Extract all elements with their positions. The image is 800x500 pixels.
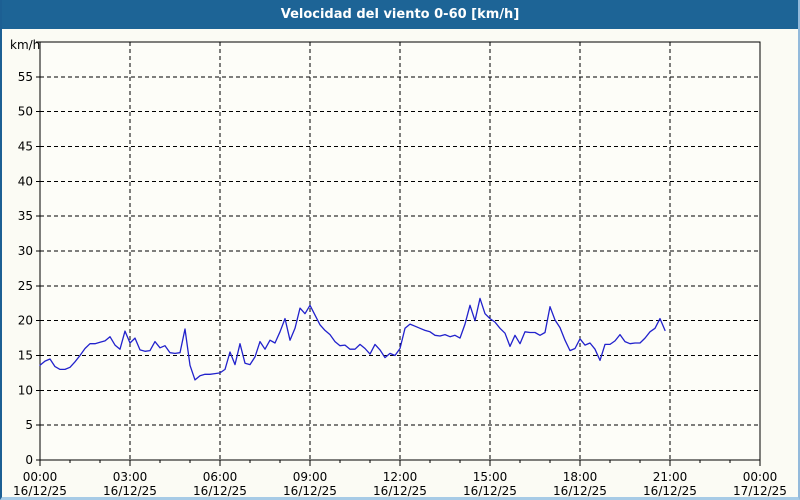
y-tick-label: 40 xyxy=(18,174,33,188)
y-tick-label: 45 xyxy=(18,140,33,154)
x-tick-date-label: 16/12/25 xyxy=(13,484,67,497)
y-tick-label: 10 xyxy=(18,383,33,397)
x-tick-date-label: 16/12/25 xyxy=(463,484,517,497)
wind-speed-line xyxy=(39,297,666,381)
x-tick-time-label: 00:00 xyxy=(743,470,778,484)
x-tick-time-label: 00:00 xyxy=(23,470,58,484)
window-title: Velocidad del viento 0-60 [km/h] xyxy=(280,7,520,22)
y-tick-label: 15 xyxy=(18,349,33,363)
x-tick-date-label: 16/12/25 xyxy=(373,484,427,497)
y-tick-label: 55 xyxy=(18,70,33,84)
y-axis-unit-label: km/h xyxy=(10,38,40,52)
y-tick-label: 50 xyxy=(18,105,33,119)
x-tick-date-label: 16/12/25 xyxy=(193,484,247,497)
x-tick-date-label: 16/12/25 xyxy=(553,484,607,497)
title-bar: Velocidad del viento 0-60 [km/h] xyxy=(2,0,798,29)
y-tick-label: 35 xyxy=(18,209,33,223)
x-tick-date-label: 16/12/25 xyxy=(103,484,157,497)
x-tick-time-label: 12:00 xyxy=(383,470,418,484)
y-tick-label: 30 xyxy=(18,244,33,258)
x-tick-time-label: 15:00 xyxy=(473,470,508,484)
y-tick-label: 0 xyxy=(25,453,33,467)
x-tick-date-label: 17/12/25 xyxy=(733,484,787,497)
wind-speed-chart: 0510152025303540455055km/h00:0016/12/250… xyxy=(10,38,787,497)
x-tick-time-label: 09:00 xyxy=(293,470,328,484)
x-tick-time-label: 18:00 xyxy=(563,470,598,484)
y-tick-label: 20 xyxy=(18,314,33,328)
y-tick-label: 25 xyxy=(18,279,33,293)
x-tick-time-label: 03:00 xyxy=(113,470,148,484)
x-tick-time-label: 06:00 xyxy=(203,470,238,484)
chart-area: 0 5 10 15 20 25 30 35 40 45 50 55 km/h 00:00 16/12/25 0… xyxy=(2,29,798,497)
x-tick-date-label: 16/12/25 xyxy=(643,484,697,497)
x-tick-time-label: 21:00 xyxy=(653,470,688,484)
x-tick-date-label: 16/12/25 xyxy=(283,484,337,497)
y-tick-label: 5 xyxy=(25,418,33,432)
